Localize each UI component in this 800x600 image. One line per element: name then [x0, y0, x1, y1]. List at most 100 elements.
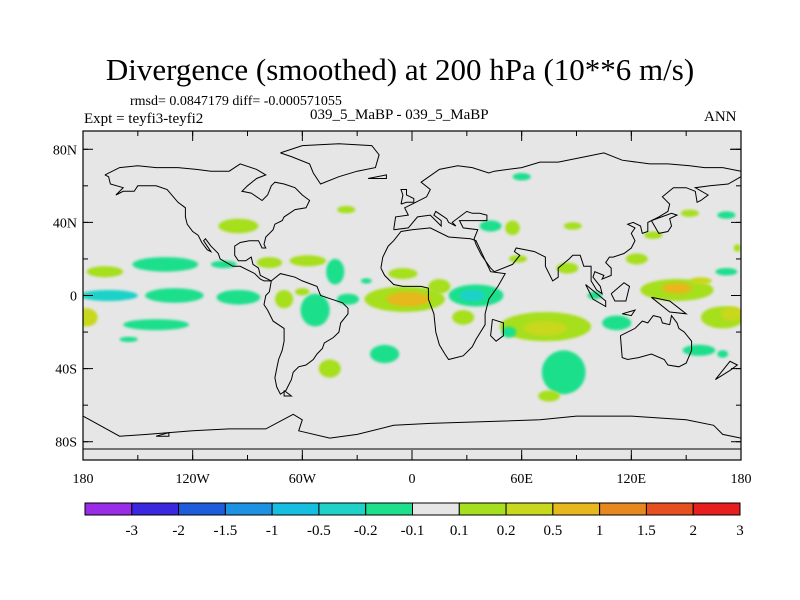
anomaly-region-50: [720, 306, 741, 322]
anomaly-region-10: [256, 257, 283, 269]
coastline-2: [380, 227, 507, 361]
contour-fill-layer: [83, 173, 741, 402]
anomaly-region-45: [689, 277, 712, 285]
coastline-15: [715, 360, 739, 381]
anomaly-region-2: [210, 260, 237, 269]
coastline-13: [651, 296, 688, 315]
anomaly-region-6: [83, 308, 98, 327]
anomaly-region-4: [145, 288, 204, 303]
colorbar-swatch-9: [505, 502, 554, 516]
anomaly-region-17: [289, 255, 327, 267]
anomaly-region-42: [625, 253, 648, 265]
coastline-19: [283, 390, 293, 397]
anomaly-region-46: [715, 268, 738, 276]
anomaly-region-51: [682, 344, 716, 356]
y-tick-label-4: 80S: [55, 436, 77, 451]
colorbar-swatch-3: [224, 502, 273, 516]
anomaly-region-26: [459, 290, 486, 301]
x-tick-label-6: 180: [731, 472, 752, 487]
colorbar-label-9: 0.5: [544, 523, 563, 539]
colorbar-label-13: 3: [736, 523, 744, 539]
coastline-5: [619, 314, 693, 368]
anomaly-region-5: [216, 290, 261, 305]
colorbar-label-8: 0.2: [497, 523, 516, 539]
anomaly-region-29: [505, 220, 520, 236]
colorbar-swatch-7: [412, 502, 460, 516]
anomaly-region-12: [300, 293, 330, 327]
colorbar-label-6: -0.1: [401, 523, 425, 539]
colorbar-swatch-6: [365, 502, 413, 516]
colorbar-label-12: 2: [689, 523, 697, 539]
anomaly-region-28: [479, 220, 502, 232]
colorbar-label-4: -0.5: [307, 523, 331, 539]
anomaly-region-30: [508, 255, 528, 263]
anomaly-region-39: [538, 390, 561, 402]
y-axis: 80N 40N 0 40S 80S: [53, 143, 741, 451]
x-tick-label-3: 0: [409, 472, 416, 487]
colorbar-label-10: 1: [596, 523, 604, 539]
colorbar-label-2: -1.5: [214, 523, 238, 539]
case-label: 039_5_MaBP - 039_5_MaBP: [310, 107, 489, 123]
coastline-7: [83, 413, 741, 439]
y-tick-label-2: 0: [70, 290, 77, 305]
anomaly-region-14: [295, 288, 310, 296]
y-tick-label-1: 40N: [53, 216, 77, 231]
coastline-6: [280, 143, 380, 185]
anomaly-region-34: [587, 291, 603, 300]
anomaly-region-38: [541, 350, 586, 395]
colorbar: -3 -2 -1.5 -1 -0.5 -0.2 -0.1 0.1 0.2 0.5 1 1.5 2 3: [84, 502, 744, 539]
colorbar-swatch-12: [645, 502, 694, 516]
colorbar-swatch-11: [599, 502, 647, 516]
colorbar-swatch-8: [458, 502, 507, 516]
colorbar-swatch-13: [692, 502, 741, 516]
coastline-20: [622, 309, 637, 317]
anomaly-region-9: [218, 218, 259, 234]
anomaly-region-32: [563, 222, 582, 230]
anomaly-region-44: [662, 282, 692, 294]
x-tick-label-1: 120W: [176, 472, 211, 487]
colorbar-label-11: 1.5: [637, 523, 656, 539]
y-tick-label-0: 80N: [53, 143, 77, 158]
anomaly-region-52: [717, 350, 729, 358]
anomaly-region-15: [337, 293, 359, 305]
anomaly-region-18: [360, 278, 372, 284]
coastline-14: [368, 174, 387, 179]
coastline-8: [400, 189, 415, 205]
anomaly-region-23: [388, 268, 418, 280]
anomaly-region-16: [337, 205, 356, 214]
coastline-12: [610, 282, 631, 302]
colorbar-label-7: 0.1: [450, 523, 469, 539]
anomaly-region-13: [326, 258, 345, 285]
anomaly-region-20: [386, 291, 431, 307]
anomaly-region-37: [501, 326, 517, 338]
x-tick-label-2: 60W: [289, 472, 317, 487]
experiment-label: Expt = teyfi3-teyfi2: [84, 111, 204, 127]
anomaly-region-8: [119, 336, 138, 343]
anomaly-region-22: [370, 344, 400, 364]
x-axis: 180 120W 60W 0 60E 120E 180: [73, 131, 752, 487]
colorbar-swatch-2: [178, 502, 226, 516]
anomaly-region-36: [523, 321, 568, 336]
colorbar-swatch-4: [271, 502, 320, 516]
coastline-4: [393, 176, 741, 295]
anomaly-region-31: [512, 173, 531, 181]
y-tick-label-3: 40S: [55, 363, 77, 378]
anomaly-region-48: [717, 211, 736, 219]
chart-title: Divergence (smoothed) at 200 hPa (10**6 …: [105, 52, 695, 87]
stats-text: rmsd= 0.0847179 diff= -0.000571055: [130, 94, 342, 109]
coastline-11: [585, 284, 607, 308]
anomaly-region-11: [275, 290, 294, 309]
colorbar-label-5: -0.2: [354, 523, 378, 539]
x-tick-label-5: 120E: [617, 472, 647, 487]
coastline-3: [393, 152, 741, 230]
colorbar-swatch-10: [552, 502, 601, 516]
anomaly-region-53: [733, 244, 741, 252]
coastline-10: [650, 212, 679, 234]
anomaly-region-3: [83, 290, 138, 301]
anomaly-region-40: [602, 315, 632, 331]
x-tick-label-0: 180: [73, 472, 94, 487]
colorbar-label-1: -2: [172, 523, 185, 539]
anomaly-region-33: [556, 262, 579, 274]
anomaly-region-27: [428, 279, 451, 294]
colorbar-swatch-0: [84, 502, 133, 516]
